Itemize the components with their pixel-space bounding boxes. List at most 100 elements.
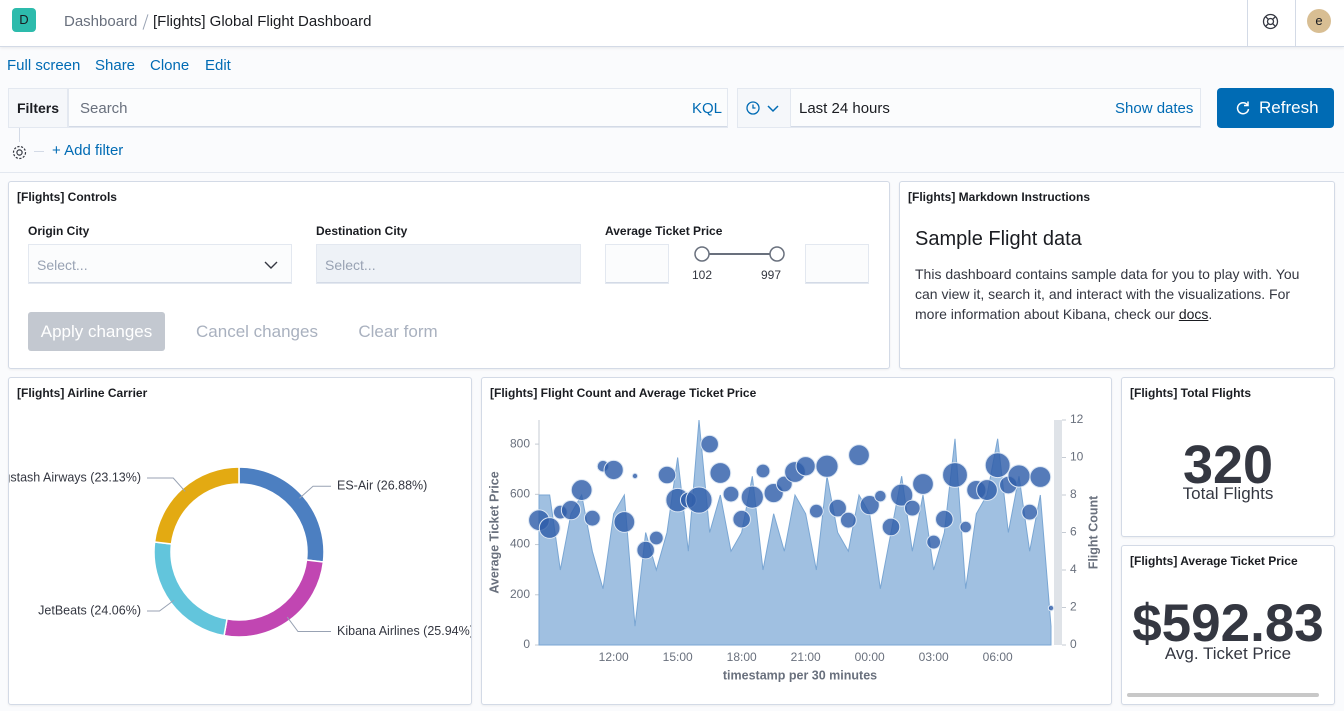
pie-chart: ES-Air (26.88%) Kibana Airlines (25.94%) J… [9, 466, 474, 638]
metric-label: Avg. Ticket Price [1164, 644, 1292, 663]
leader-line [147, 599, 175, 612]
bubble [709, 462, 732, 484]
range-min-input[interactable] [605, 244, 669, 284]
range-max: 997 [760, 268, 782, 282]
bubble [570, 479, 593, 501]
menu-link[interactable]: Full screen [7, 57, 81, 74]
bubble [795, 456, 816, 477]
panel-title: [Flights] Airline Carrier [17, 386, 148, 400]
menu-link[interactable]: Share [95, 57, 136, 74]
kql-toggle[interactable]: KQL [692, 100, 723, 117]
slice-label: Kibana Airlines (25.94%) [337, 624, 474, 638]
header [0, 0, 1344, 47]
chevron [264, 261, 278, 269]
separator [1295, 0, 1296, 46]
metric-panel: [Flights] Average Ticket Price $592.83 A… [1121, 545, 1335, 705]
bubble [1007, 464, 1031, 488]
avatar[interactable]: e [1307, 9, 1331, 33]
docs-link[interactable]: docs [1178, 306, 1209, 322]
menu-link[interactable]: Clone [150, 57, 190, 74]
leader-line [147, 477, 186, 492]
bubble [538, 517, 561, 539]
bubble [959, 520, 972, 534]
metric-panel: [Flights] Total Flights 320 Total Flight… [1121, 377, 1335, 537]
bubble [935, 509, 954, 529]
clock-icon [746, 101, 779, 115]
breadcrumb: [Flights] Global Flight Dashboard [153, 13, 372, 30]
bubble [740, 485, 764, 509]
y-tick-label: 800 [510, 436, 530, 450]
logo[interactable]: D [12, 8, 36, 32]
panel-title: [Flights] Flight Count and Average Ticke… [490, 386, 757, 400]
add-filter[interactable]: + Add filter [52, 142, 124, 159]
x-tick-label: 12:00 [599, 650, 629, 664]
bubble [732, 509, 751, 529]
field-label: Origin City [28, 224, 90, 238]
metric-label: Total Flights [1182, 484, 1274, 503]
paragraph-end: . [1208, 306, 1213, 322]
apply-button[interactable]: Apply changes [28, 312, 165, 351]
field-label: Average Ticket Price [605, 224, 723, 238]
connector [19, 128, 20, 142]
bubble [1047, 604, 1055, 612]
bubble [808, 503, 824, 519]
paragraph: This dashboard contains sample data for … [915, 266, 1300, 322]
panel-title: [Flights] Controls [17, 190, 117, 204]
area [538, 419, 1052, 646]
bubble [613, 511, 636, 533]
placeholder: Select... [37, 257, 88, 273]
bubble [603, 459, 624, 481]
connector [34, 151, 44, 152]
metric-value: 320 [1182, 435, 1274, 495]
time-range[interactable]: Last 24 hours [799, 100, 890, 117]
bubble [631, 472, 639, 480]
slice-label: JetBeats (24.06%) [38, 603, 141, 617]
cancel-button[interactable]: Cancel changes [196, 322, 318, 341]
refresh-button[interactable] [1217, 88, 1334, 128]
settings-icon[interactable] [11, 144, 28, 161]
show-dates[interactable]: Show dates [1115, 100, 1194, 117]
breadcrumb[interactable]: Dashboard [64, 13, 138, 30]
y2-tick-label: 8 [1070, 487, 1077, 501]
bubble [881, 517, 901, 537]
y-tick-label: 0 [523, 637, 530, 651]
range-min: 102 [691, 268, 713, 282]
bubble [755, 463, 771, 479]
bubble [1029, 466, 1052, 488]
bubble [657, 465, 677, 485]
y2-tick-label: 4 [1070, 562, 1077, 576]
y-tick-label: 400 [510, 537, 530, 551]
bubble [648, 530, 664, 546]
metric-value: $592.83 [1132, 594, 1324, 653]
bubble [976, 479, 998, 501]
range-slider[interactable] [690, 244, 790, 266]
x-axis-title: timestamp per 30 minutes [723, 668, 877, 682]
panel-title: [Flights] Markdown Instructions [908, 190, 1090, 204]
leader-line [299, 485, 331, 499]
bubble [583, 509, 601, 527]
filters-button[interactable]: Filters [8, 88, 68, 128]
bubble [560, 500, 582, 521]
date-picker[interactable] [737, 88, 1201, 128]
range-max-input[interactable] [805, 244, 869, 284]
x-tick-label: 00:00 [855, 650, 885, 664]
divider [0, 172, 1344, 173]
markdown-heading: Sample Flight data [915, 228, 1082, 250]
pie-slice [238, 466, 325, 563]
bubble [984, 452, 1011, 479]
y2-tick-label: 12 [1070, 412, 1084, 426]
pie-slice [153, 466, 240, 545]
search-input[interactable] [68, 88, 728, 128]
clear-button[interactable]: Clear form [358, 322, 438, 341]
menu-link[interactable]: Edit [205, 57, 231, 74]
origin-select[interactable]: Select... [28, 244, 292, 284]
y-tick-label: 200 [510, 587, 530, 601]
bubble [926, 534, 942, 550]
markdown-panel: [Flights] Markdown Instructions Sample F… [899, 181, 1335, 369]
airline-panel: [Flights] Airline Carrier [8, 377, 472, 705]
bubble [685, 486, 713, 514]
help-icon[interactable] [1262, 13, 1279, 30]
